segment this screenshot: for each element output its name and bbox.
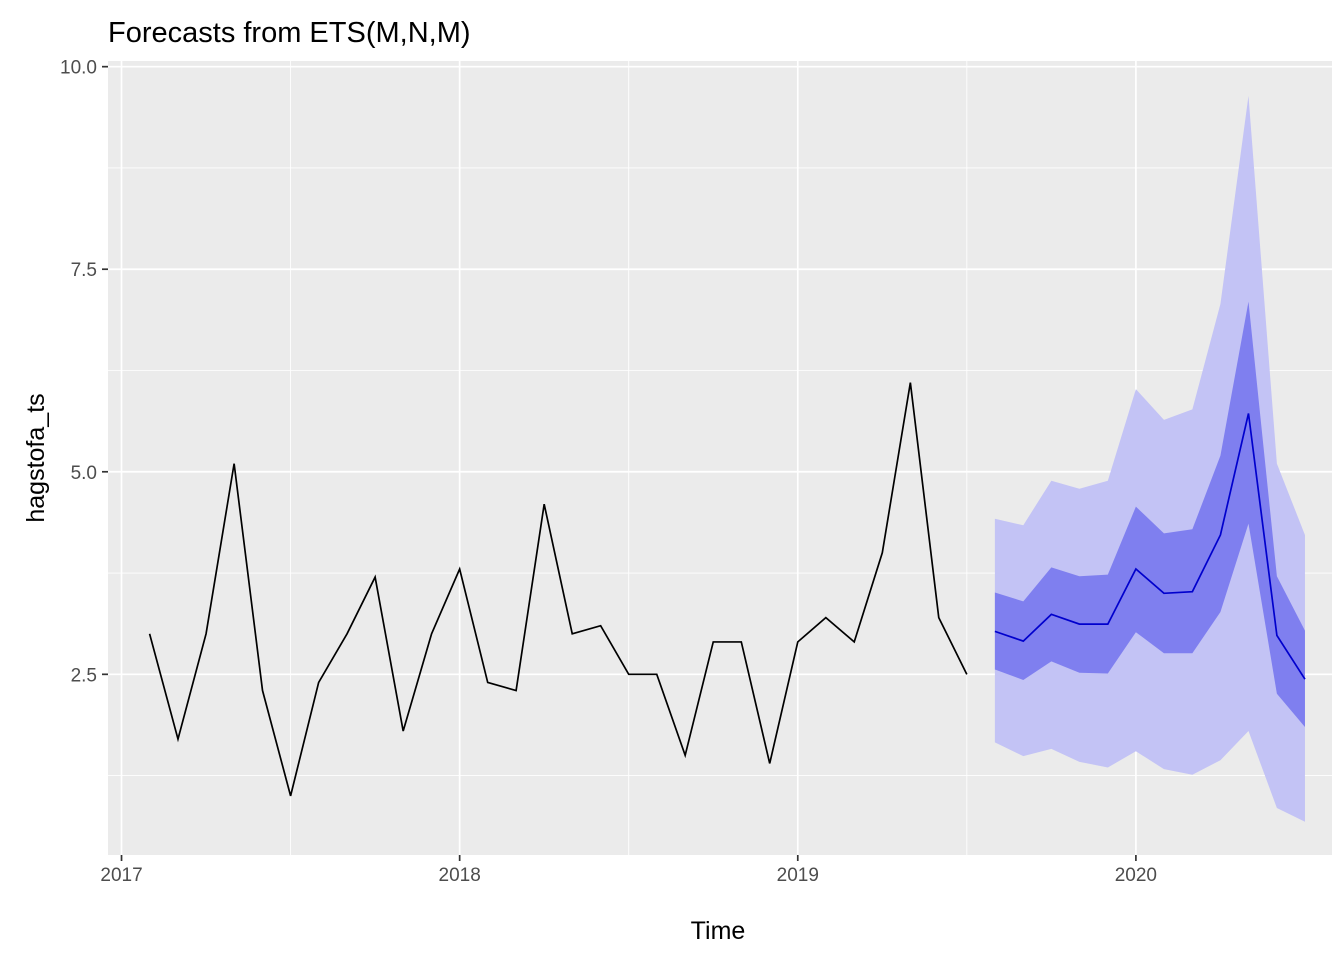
y-tick-label: 5.0 (71, 463, 97, 484)
x-tick-label: 2019 (777, 865, 819, 886)
chart-title: Forecasts from ETS(M,N,M) (108, 17, 471, 49)
grid-minor (108, 61, 1332, 855)
y-tick-label: 2.5 (71, 665, 97, 686)
x-tick-label: 2020 (1115, 865, 1157, 886)
x-tick-label: 2017 (100, 865, 142, 886)
y-tick-label: 10.0 (60, 58, 97, 79)
y-axis-title: hagstofa_ts (22, 393, 50, 522)
observed-series-line (148, 382, 968, 797)
x-axis: 2017 2018 2019 2020 (100, 855, 1157, 886)
band-80-interval (994, 301, 1305, 727)
x-tick-label: 2018 (439, 865, 481, 886)
y-tick-label: 7.5 (71, 260, 97, 281)
forecast-mean-line (994, 413, 1306, 680)
x-axis-title: Time (691, 917, 746, 945)
y-axis: 2.5 5.0 7.5 10.0 (60, 58, 108, 686)
